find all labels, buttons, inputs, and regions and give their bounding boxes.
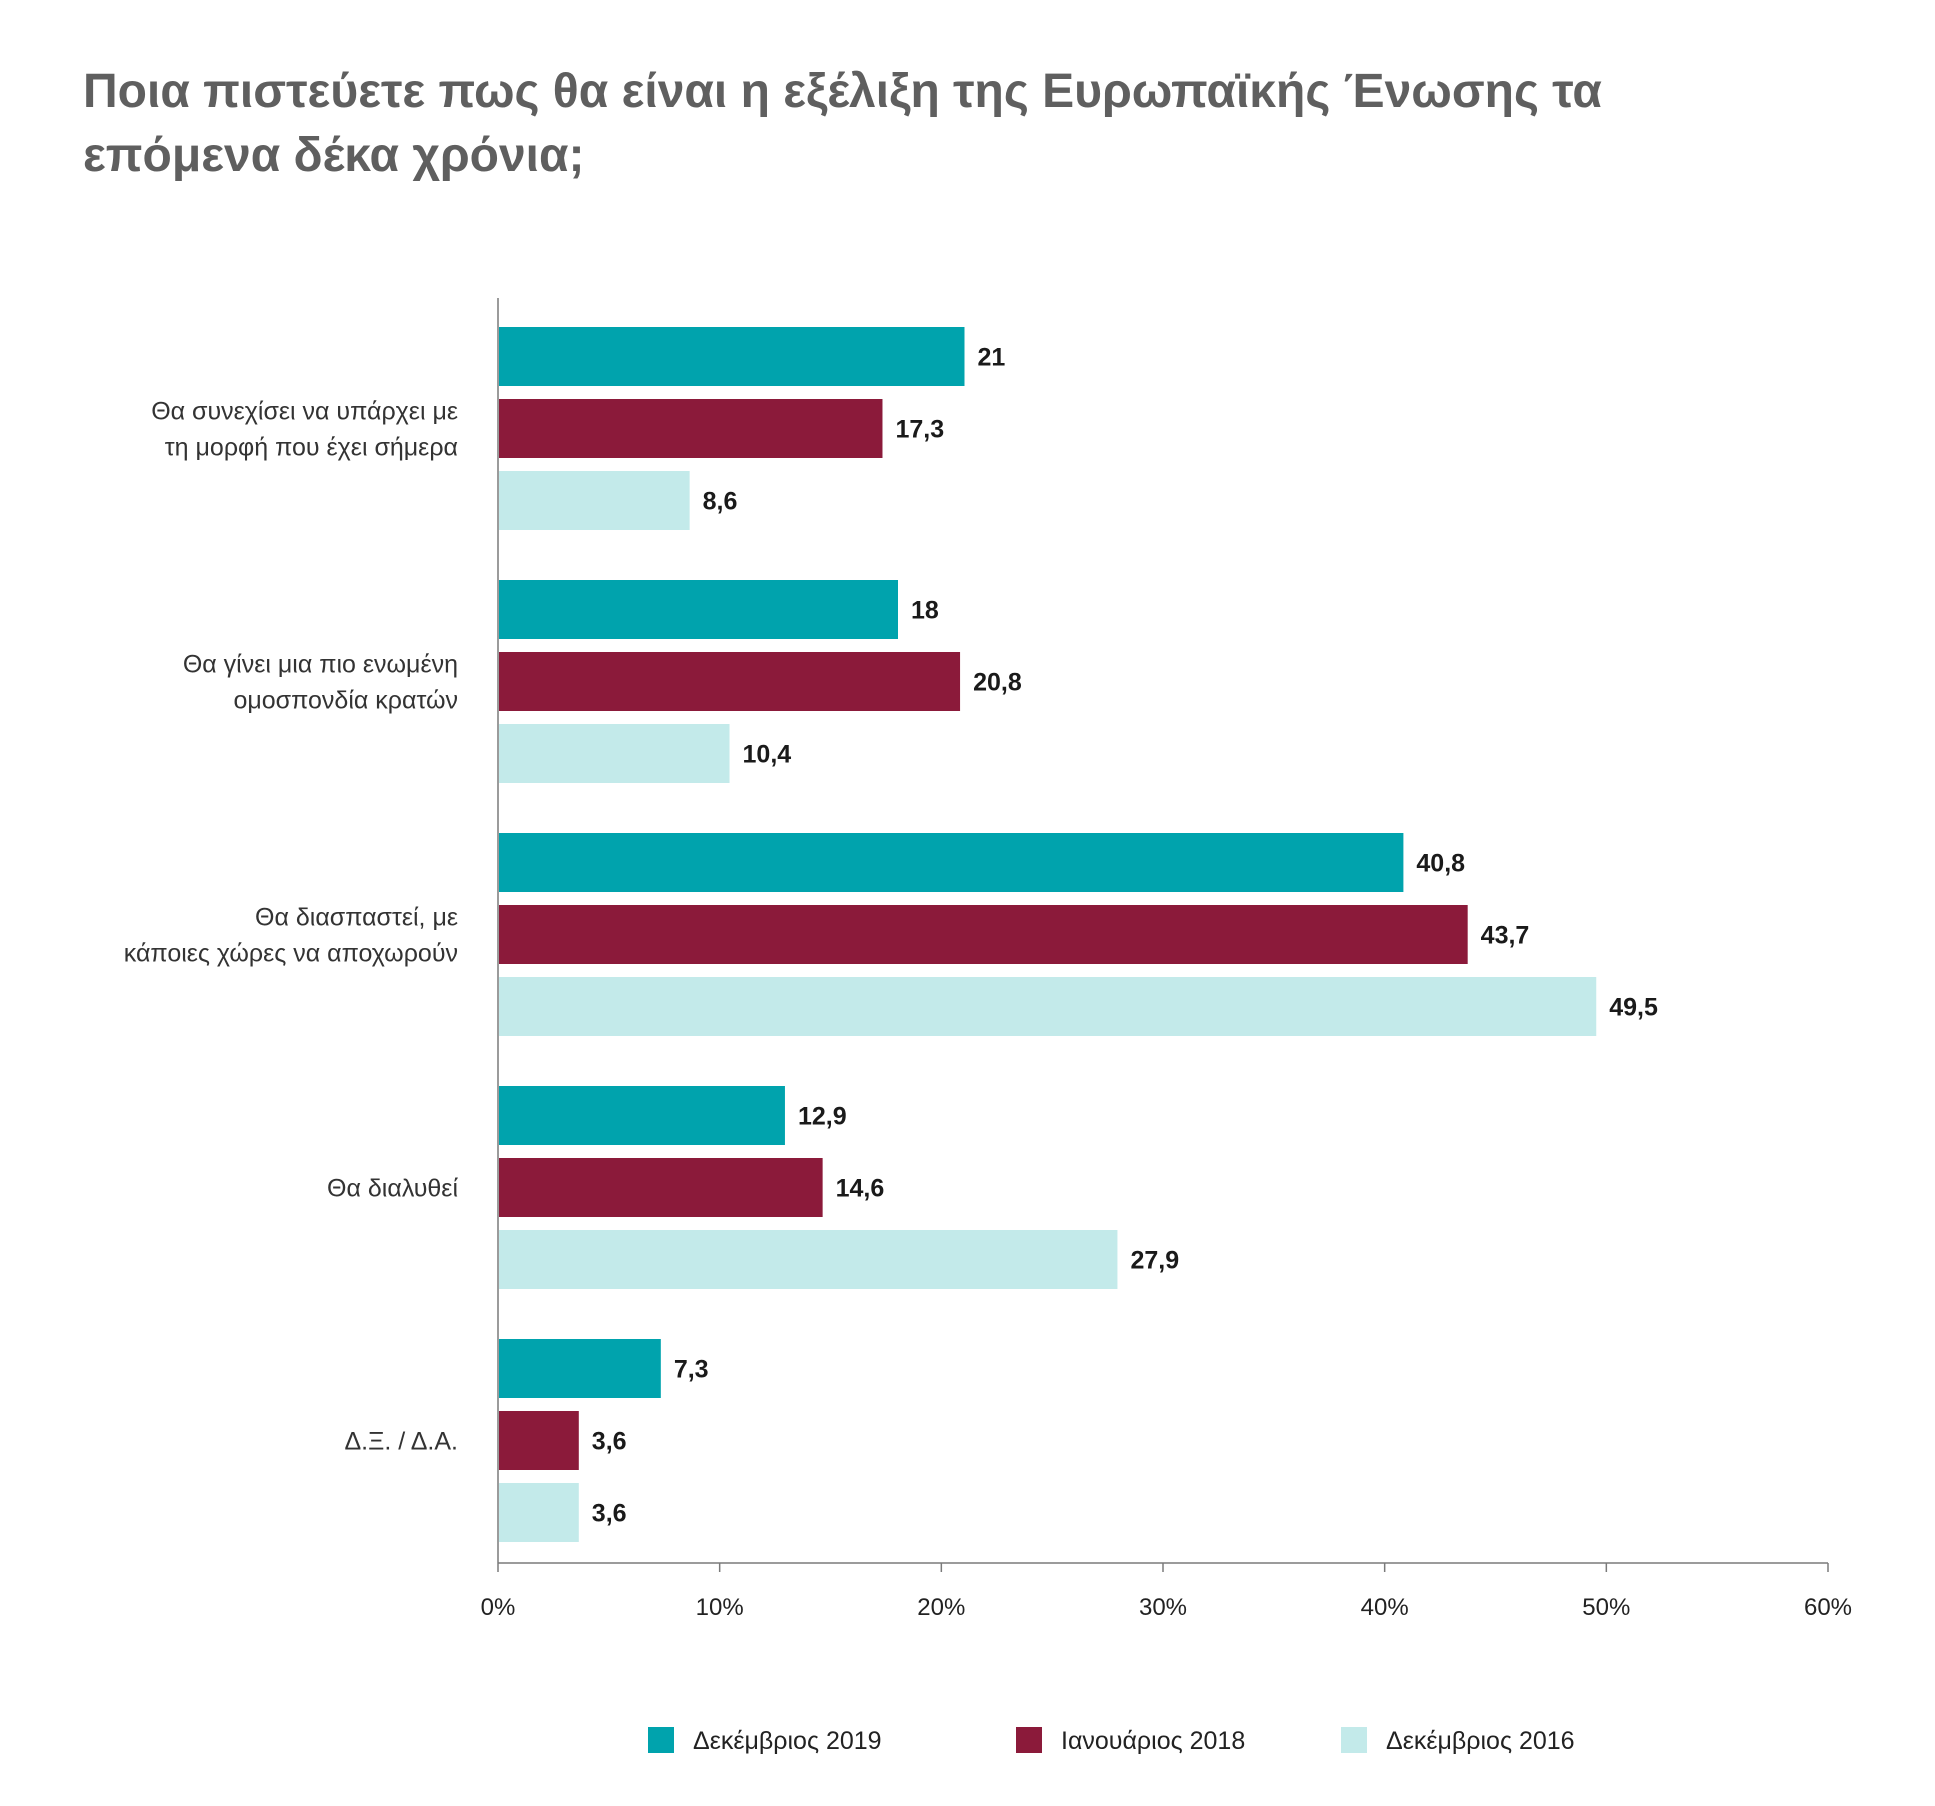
bar [499,905,1468,964]
data-label: 40,8 [1416,850,1465,878]
data-label: 8,6 [703,488,738,516]
x-tick-label: 20% [917,1594,965,1621]
bar [499,1483,579,1542]
x-tick-label: 30% [1139,1594,1187,1621]
bar [499,652,961,711]
bar [499,399,883,458]
data-label: 10,4 [743,741,792,769]
x-tick-label: 40% [1361,1594,1409,1621]
bar [499,977,1597,1036]
x-tick-label: 60% [1804,1594,1852,1621]
data-label: 12,9 [798,1103,847,1131]
data-label: 3,6 [592,1500,627,1528]
data-label: 18 [911,597,939,625]
bar [499,1411,579,1470]
chart-title: Ποια πιστεύετε πως θα είναι η εξέλιξη τη… [83,60,1683,188]
category-label: ομοσπονδία κρατών [233,687,458,715]
legend-label: Ιανουάριος 2018 [1061,1727,1245,1755]
category-label: Δ.Ξ. / Δ.Α. [344,1428,458,1456]
category-label: Θα συνεχίσει να υπάρχει με [151,398,458,426]
bar [499,1158,823,1217]
bar [499,1086,785,1145]
chart-title-line-2: επόμενα δέκα χρόνια; [83,128,585,182]
data-label: 7,3 [674,1356,709,1384]
category-label: τη μορφή που έχει σήμερα [165,434,458,462]
data-label: 21 [978,344,1006,372]
legend-swatch [1341,1727,1367,1753]
bar [499,724,730,783]
data-label: 3,6 [592,1428,627,1456]
x-tick-label: 10% [696,1594,744,1621]
data-label: 17,3 [895,416,944,444]
x-tick-label: 50% [1582,1594,1630,1621]
chart-title-line-1: Ποια πιστεύετε πως θα είναι η εξέλιξη τη… [83,65,1602,118]
bar [499,1230,1118,1289]
x-tick-label: 0% [481,1594,516,1621]
bar [499,471,690,530]
data-label: 14,6 [836,1175,885,1203]
bar [499,833,1404,892]
legend-swatch [1016,1727,1042,1753]
legend-label: Δεκέμβριος 2019 [693,1727,882,1755]
data-label: 20,8 [973,669,1022,697]
legend-label: Δεκέμβριος 2016 [1386,1727,1575,1755]
category-label: Θα διασπαστεί, με [255,904,458,932]
bar [499,327,965,386]
category-label: Θα διαλυθεί [327,1175,458,1203]
bar [499,1339,661,1398]
data-label: 27,9 [1130,1247,1179,1275]
data-label: 49,5 [1609,994,1658,1022]
data-label: 43,7 [1481,922,1530,950]
category-label: Θα γίνει μια πιο ενωμένη [183,651,458,679]
category-label: κάποιες χώρες να αποχωρούν [124,940,458,968]
legend-swatch [648,1727,674,1753]
bar [499,580,898,639]
